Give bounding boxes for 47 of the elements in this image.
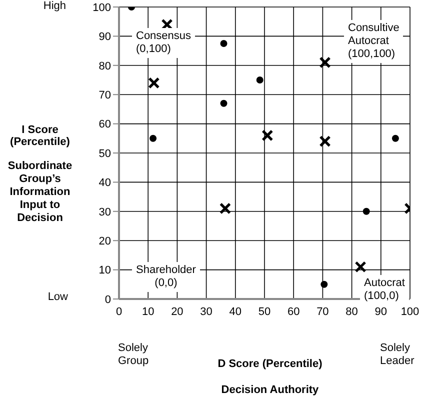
x-tick-label: 60 xyxy=(287,306,300,318)
x-tick-label: 30 xyxy=(200,306,212,318)
point xyxy=(219,202,232,214)
x-tick-label: 10 xyxy=(142,306,154,318)
text: Low xyxy=(46,291,68,304)
annotation: Shareholder (0,0) xyxy=(132,262,200,292)
y-tick-label: 80 xyxy=(98,60,111,72)
x-tick-label: 90 xyxy=(374,306,388,318)
y-tick-label: 0 xyxy=(104,294,111,306)
point xyxy=(262,130,274,142)
point xyxy=(354,261,366,273)
x-tick-label: 70 xyxy=(316,306,329,318)
y-tick-label: 60 xyxy=(98,118,111,131)
point xyxy=(392,134,399,142)
x-tick-label: 80 xyxy=(346,306,358,318)
y-tick-label: 30 xyxy=(98,206,111,218)
point xyxy=(256,76,264,84)
x-tick-label: 100 xyxy=(400,306,420,318)
annotation: Consultive Autocrat (100,100) xyxy=(344,20,404,63)
point xyxy=(220,100,228,107)
text: Decision Authority xyxy=(220,384,320,397)
annotation: Autocrat (100,0) xyxy=(360,275,409,305)
y-tick-label: 20 xyxy=(98,236,111,248)
y-axis-title: I Score (Percentile) xyxy=(9,124,71,148)
text: Subordinate Group’s Information Input to Decision xyxy=(6,160,74,225)
point xyxy=(319,56,331,68)
point xyxy=(319,136,331,148)
point xyxy=(220,40,228,47)
y-tick-label: 90 xyxy=(98,31,111,44)
text: High xyxy=(42,0,66,13)
point xyxy=(150,134,157,142)
y-tick-label: 40 xyxy=(98,177,111,190)
point xyxy=(320,280,328,288)
y-tick-label: 10 xyxy=(98,264,111,277)
y-tick-label: 70 xyxy=(98,90,111,102)
x-axis-title: D Score (Percentile) xyxy=(216,358,324,370)
x-tick-label: 50 xyxy=(258,306,271,318)
y-tick-label: 50 xyxy=(98,148,111,160)
x-tick-label: 40 xyxy=(229,306,242,318)
text: Solely Group xyxy=(118,342,149,368)
x-tick-label: 20 xyxy=(171,306,184,318)
x-tick-label: 0 xyxy=(116,306,122,318)
y-tick-label: 100 xyxy=(92,2,111,14)
point xyxy=(362,208,370,215)
point xyxy=(148,77,160,89)
annotation: Consensus (0,100) xyxy=(132,28,196,58)
text: Solely Leader xyxy=(380,342,414,368)
